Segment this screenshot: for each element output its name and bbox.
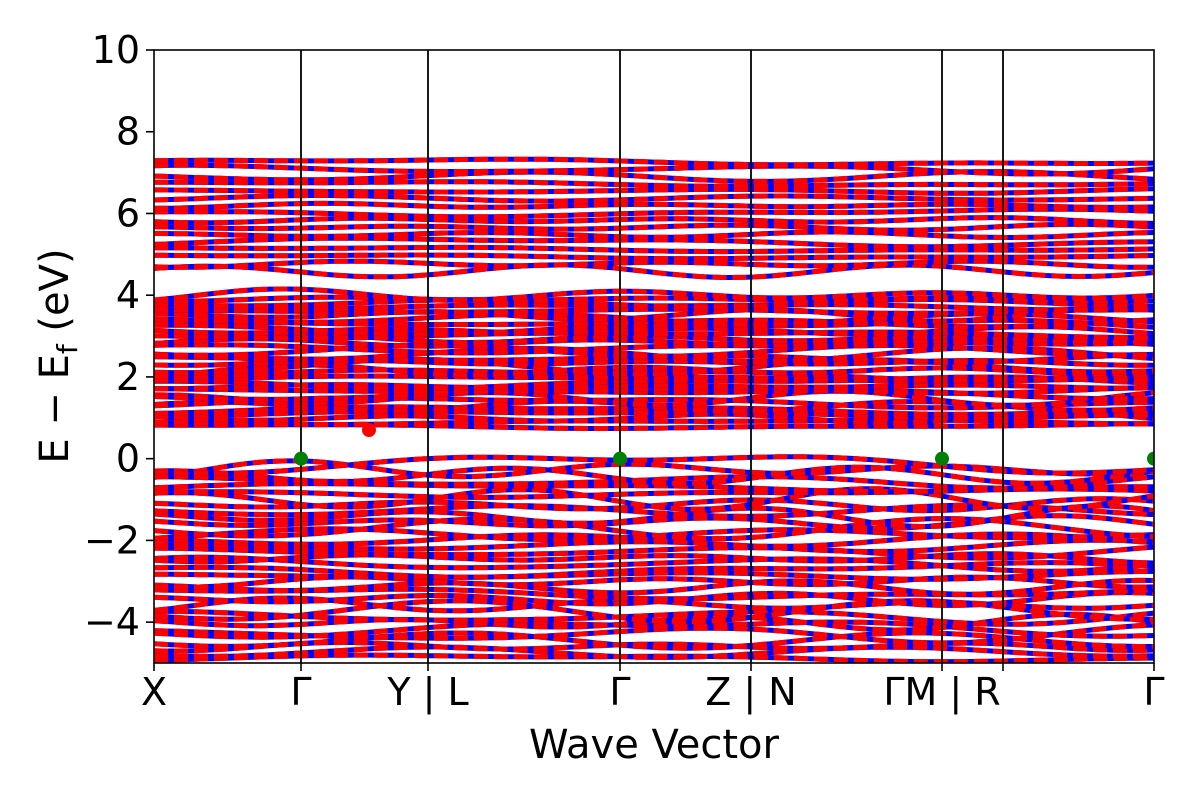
band-line-spin-up bbox=[154, 409, 1154, 426]
band-line-spin-up bbox=[154, 417, 1154, 427]
band-line-spin-up bbox=[154, 644, 1154, 661]
x-tick-label: Γ bbox=[609, 670, 630, 714]
band-line-spin-up bbox=[154, 200, 1154, 211]
band-line-spin-up bbox=[154, 384, 1154, 396]
band-line-spin-up bbox=[154, 560, 1154, 580]
band-line-spin-up bbox=[154, 356, 1154, 377]
x-tick-label: ΓM | R bbox=[883, 670, 1000, 715]
y-tick-label: 6 bbox=[116, 191, 140, 235]
band-line-spin-up bbox=[154, 244, 1154, 255]
band-line-spin-up bbox=[154, 531, 1154, 549]
y-tick-label: 4 bbox=[116, 273, 140, 317]
y-tick-label: −4 bbox=[84, 600, 140, 644]
x-tick-label: Γ bbox=[1143, 670, 1164, 714]
band-line-spin-up bbox=[154, 286, 1154, 303]
band-line-spin-up bbox=[154, 577, 1154, 597]
band-line-spin-up bbox=[154, 408, 1154, 421]
y-axis-label-unit: (eV) bbox=[32, 248, 78, 344]
band-line-spin-up bbox=[154, 331, 1154, 346]
y-tick-label: 8 bbox=[116, 110, 140, 154]
band-line-spin-up bbox=[154, 193, 1154, 204]
band-line-spin-up bbox=[154, 206, 1154, 220]
vbm-marker bbox=[613, 451, 627, 466]
band-line-spin-up bbox=[154, 179, 1154, 189]
y-tick-label: 10 bbox=[92, 28, 140, 72]
band-line-spin-up bbox=[154, 464, 1154, 486]
y-tick-label: 2 bbox=[116, 355, 140, 399]
band-line-spin-up bbox=[154, 454, 1154, 476]
x-tick-label: Y | L bbox=[386, 670, 468, 715]
band-line-spin-up bbox=[154, 608, 1154, 627]
band-line-spin-up bbox=[154, 554, 1154, 574]
y-axis-label: E − Ef (eV) bbox=[32, 248, 84, 463]
band-line-spin-up bbox=[154, 294, 1154, 304]
y-axis: 10 8 6 4 2 0 −2 −4 bbox=[84, 28, 154, 644]
band-line-spin-up bbox=[154, 169, 1154, 184]
band-line-spin-up bbox=[154, 156, 1154, 168]
band-line-spin-up bbox=[154, 513, 1154, 531]
band-line-spin-up bbox=[154, 215, 1154, 226]
band-line-spin-up bbox=[154, 306, 1154, 324]
band-line-spin-up bbox=[154, 551, 1154, 566]
x-axis-label: Wave Vector bbox=[529, 722, 780, 768]
kpoint-lines bbox=[300, 50, 1004, 663]
band-line-spin-up bbox=[154, 162, 1154, 177]
x-axis: X Γ Y | L Γ Z | N ΓM | R Γ bbox=[141, 663, 1165, 715]
y-axis-label-subscript: f bbox=[51, 343, 84, 354]
markers-layer bbox=[294, 423, 1154, 466]
band-line-spin-up bbox=[154, 502, 1154, 519]
band-line-spin-up bbox=[154, 516, 1154, 542]
vbm-marker bbox=[294, 451, 308, 466]
bands-layer bbox=[154, 156, 1154, 663]
band-line-spin-up bbox=[154, 374, 1154, 391]
band-line-spin-up bbox=[154, 221, 1154, 233]
band-line-spin-up bbox=[154, 388, 1154, 408]
x-tick-label: X bbox=[141, 670, 167, 714]
band-line-spin-up bbox=[154, 568, 1154, 582]
x-tick-label: Γ bbox=[290, 670, 311, 714]
band-line-spin-up bbox=[154, 311, 1154, 327]
y-tick-label: −2 bbox=[84, 518, 140, 562]
band-line-spin-up bbox=[154, 458, 1154, 480]
band-line-spin-up bbox=[154, 619, 1154, 640]
plot-frame bbox=[153, 49, 1155, 664]
band-line-spin-up bbox=[154, 229, 1154, 240]
x-tick-label: Z | N bbox=[705, 670, 796, 715]
band-line-spin-up bbox=[154, 503, 1154, 529]
band-line-spin-up bbox=[154, 342, 1154, 359]
band-line-spin-up bbox=[154, 258, 1154, 270]
band-line-spin-up bbox=[154, 590, 1154, 608]
band-line-spin-up bbox=[154, 186, 1154, 196]
band-line-spin-up bbox=[154, 486, 1154, 512]
band-line-spin-up bbox=[154, 630, 1154, 651]
vbm-marker bbox=[1147, 451, 1154, 466]
band-line-spin-up bbox=[154, 252, 1154, 262]
y-tick-label: 0 bbox=[116, 437, 140, 481]
band-line-spin-up bbox=[154, 544, 1154, 561]
band-line-spin-up bbox=[154, 262, 1154, 281]
y-axis-label-main: E − E bbox=[32, 354, 78, 464]
band-line-spin-up bbox=[154, 336, 1154, 349]
band-line-spin-up bbox=[154, 598, 1154, 625]
cbm-marker bbox=[362, 423, 376, 438]
vbm-marker bbox=[935, 451, 949, 466]
band-line-spin-up bbox=[154, 329, 1154, 341]
